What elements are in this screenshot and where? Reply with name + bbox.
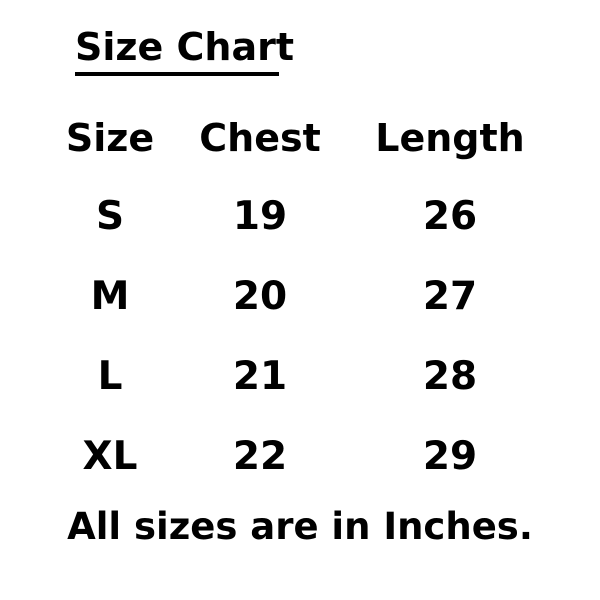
cell-length: 29	[422, 433, 478, 479]
cell-chest: 22	[232, 433, 288, 479]
table-header-row: Size Chest Length	[50, 100, 550, 176]
table-row: S 19 26	[50, 176, 550, 256]
title-underline-rule	[75, 71, 279, 76]
table-row: L 21 28	[50, 336, 550, 416]
table-row: M 20 27	[50, 256, 550, 336]
chart-title-block: Size Chart	[75, 25, 295, 76]
cell-size: M	[90, 273, 130, 319]
size-chart-table: Size Chest Length S 19 26 M 20 27 L 21 2…	[50, 100, 550, 496]
page-title: Size Chart	[75, 25, 295, 69]
cell-size: S	[95, 193, 125, 239]
column-header-size: Size	[65, 116, 155, 160]
cell-chest: 20	[232, 273, 288, 319]
units-note: All sizes are in Inches.	[67, 505, 533, 548]
column-header-chest: Chest	[199, 116, 321, 160]
column-header-length: Length	[375, 116, 525, 160]
table-row: XL 22 29	[50, 416, 550, 496]
cell-chest: 21	[232, 353, 288, 399]
cell-size: XL	[82, 433, 138, 479]
cell-length: 26	[422, 193, 478, 239]
cell-length: 27	[422, 273, 478, 319]
cell-chest: 19	[232, 193, 288, 239]
cell-length: 28	[422, 353, 478, 399]
cell-size: L	[97, 353, 123, 399]
